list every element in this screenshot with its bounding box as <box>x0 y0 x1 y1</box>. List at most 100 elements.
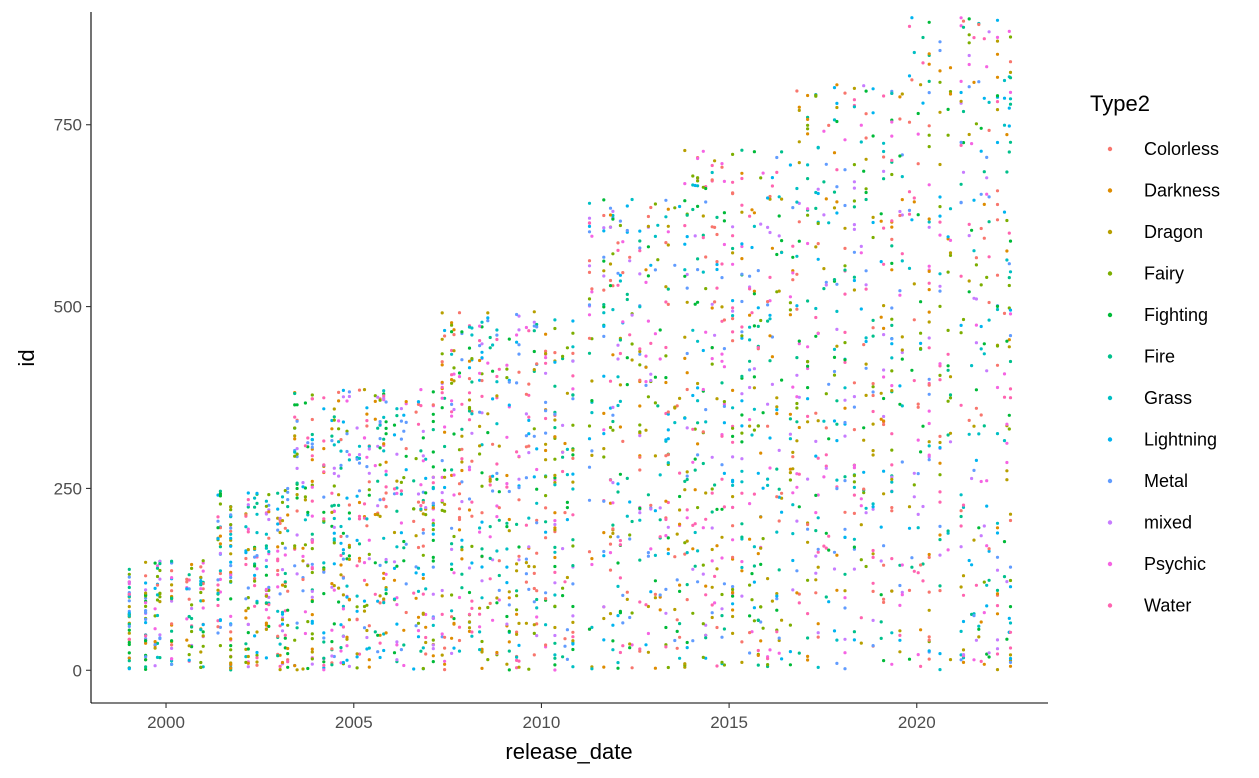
data-point <box>979 659 983 664</box>
data-point <box>216 526 220 530</box>
data-point <box>310 567 314 571</box>
data-point <box>322 570 326 574</box>
data-point <box>666 552 670 556</box>
data-point <box>412 479 416 483</box>
legend-key-fighting <box>1107 312 1113 318</box>
data-point <box>722 179 727 183</box>
data-point <box>731 388 735 392</box>
data-point <box>948 251 953 255</box>
data-point <box>246 606 250 610</box>
data-point <box>879 212 883 216</box>
data-point <box>977 624 981 628</box>
data-point <box>852 186 857 190</box>
data-point <box>1008 140 1013 144</box>
data-point <box>544 475 548 479</box>
data-point <box>355 564 359 568</box>
data-point <box>638 558 642 562</box>
data-point <box>835 200 839 204</box>
data-point <box>748 368 752 372</box>
data-point <box>890 490 894 494</box>
data-point <box>864 136 868 140</box>
data-point <box>768 436 772 440</box>
data-point <box>731 614 735 619</box>
data-point <box>824 531 828 535</box>
data-point <box>862 169 866 173</box>
data-points <box>127 16 1013 672</box>
data-point <box>571 630 575 634</box>
data-point <box>527 587 531 592</box>
data-point <box>535 606 539 610</box>
data-point <box>921 35 925 40</box>
data-point <box>948 207 953 211</box>
data-point <box>337 474 341 478</box>
data-point <box>480 554 484 558</box>
data-point <box>791 269 795 273</box>
data-point <box>775 396 779 400</box>
data-point <box>653 666 658 670</box>
data-point <box>384 460 388 464</box>
data-point <box>879 636 883 641</box>
data-point <box>788 295 793 299</box>
data-point <box>618 383 623 387</box>
data-point <box>824 283 828 287</box>
data-point <box>710 491 714 495</box>
data-point <box>553 435 557 439</box>
data-point <box>330 427 334 431</box>
data-point <box>553 545 557 550</box>
data-point <box>871 449 875 453</box>
data-point <box>879 593 883 597</box>
data-point <box>761 537 765 541</box>
data-point <box>467 468 472 472</box>
data-point <box>946 368 950 372</box>
data-point <box>376 633 380 637</box>
data-point <box>621 439 625 443</box>
data-point <box>480 356 484 360</box>
data-point <box>638 239 642 243</box>
data-point <box>816 665 820 670</box>
data-point <box>515 630 519 634</box>
data-point <box>587 313 592 317</box>
data-point <box>276 491 280 495</box>
data-point <box>666 230 670 234</box>
data-point <box>1008 653 1013 657</box>
data-point <box>395 622 399 626</box>
data-point <box>967 17 971 21</box>
data-point <box>507 590 511 594</box>
data-point <box>843 434 847 438</box>
data-point <box>144 601 148 605</box>
data-point <box>378 498 382 502</box>
data-point <box>720 635 724 639</box>
data-point <box>618 223 623 228</box>
data-point <box>402 559 406 563</box>
data-point <box>553 570 557 575</box>
data-point <box>852 545 857 549</box>
data-point <box>898 384 902 388</box>
data-point <box>310 540 314 545</box>
data-point <box>571 582 575 586</box>
data-point <box>770 335 775 339</box>
data-point <box>367 493 371 497</box>
data-point <box>879 315 883 319</box>
data-point <box>898 603 902 608</box>
data-point <box>806 612 810 616</box>
data-point <box>752 367 757 371</box>
data-point <box>630 643 634 647</box>
data-point <box>497 490 501 494</box>
data-point <box>480 511 484 515</box>
data-point <box>310 650 314 654</box>
data-point <box>750 630 754 634</box>
data-point <box>806 420 810 424</box>
data-point <box>341 548 345 552</box>
data-point <box>402 628 406 632</box>
data-point <box>664 643 668 647</box>
data-point <box>995 18 1000 22</box>
data-point <box>590 557 594 561</box>
data-point <box>310 445 314 449</box>
data-point <box>384 631 388 635</box>
data-point <box>752 224 757 228</box>
data-point <box>565 657 570 662</box>
data-point <box>460 434 464 438</box>
data-point <box>395 643 399 647</box>
data-point <box>478 630 482 634</box>
